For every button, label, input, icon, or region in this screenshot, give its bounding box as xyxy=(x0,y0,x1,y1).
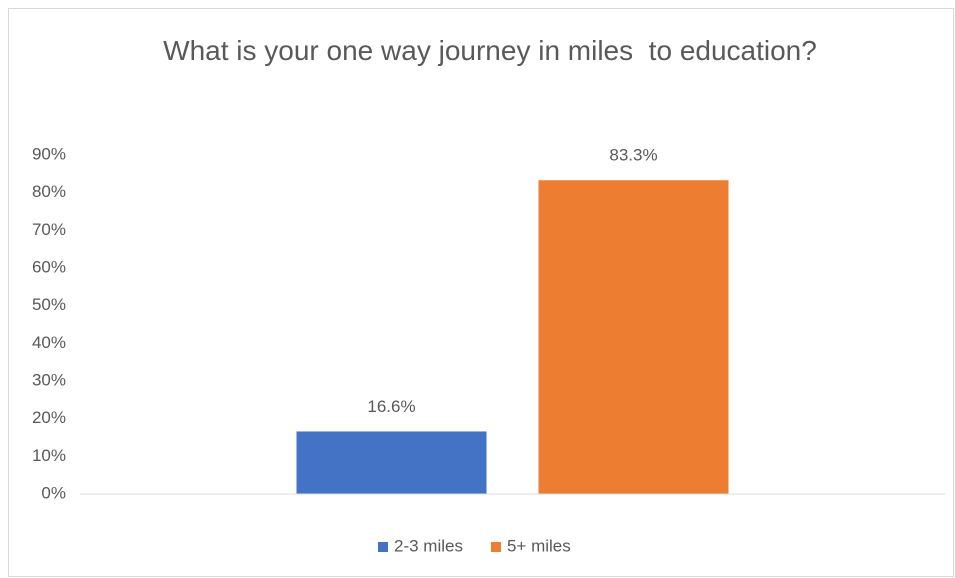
bar xyxy=(538,180,729,494)
chart-title: What is your one way journey in miles to… xyxy=(163,35,817,66)
chart-frame xyxy=(8,8,954,577)
y-tick-label: 80% xyxy=(32,182,66,201)
legend-label: 5+ miles xyxy=(507,536,571,555)
y-tick-label: 20% xyxy=(32,408,66,427)
y-tick-label: 60% xyxy=(32,257,66,276)
data-label: 83.3% xyxy=(609,146,657,165)
y-tick-label: 0% xyxy=(41,483,66,502)
y-tick-label: 40% xyxy=(32,333,66,352)
y-tick-label: 70% xyxy=(32,220,66,239)
y-tick-label: 50% xyxy=(32,295,66,314)
y-tick-label: 10% xyxy=(32,446,66,465)
y-tick-label: 30% xyxy=(32,370,66,389)
bar xyxy=(296,431,487,494)
y-tick-label: 90% xyxy=(32,144,66,163)
legend-swatch xyxy=(490,542,501,552)
data-label: 16.6% xyxy=(367,397,415,416)
legend-label: 2-3 miles xyxy=(394,536,463,555)
legend-swatch xyxy=(378,542,388,552)
